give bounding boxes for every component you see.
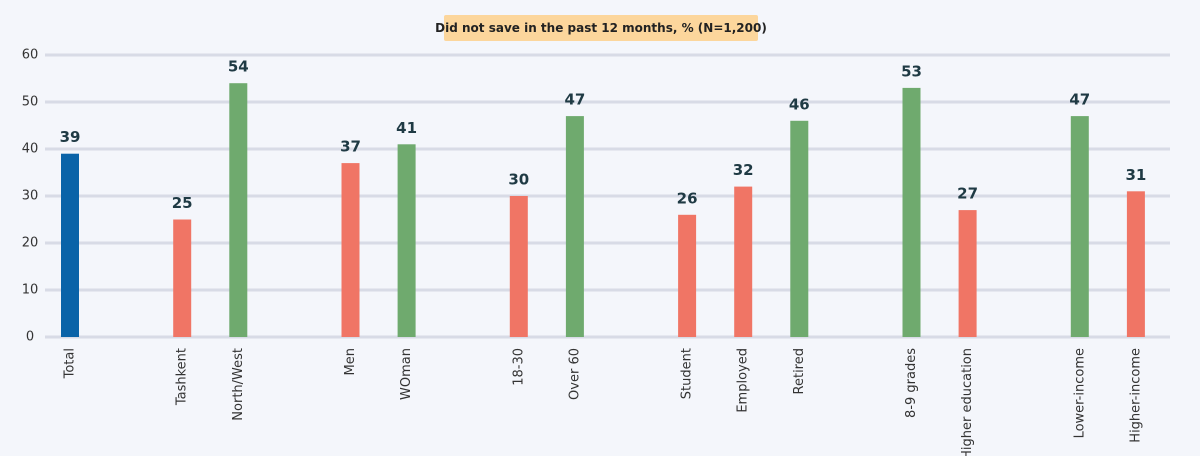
x-tick-label: Total [63, 348, 78, 379]
bar [1070, 116, 1089, 337]
value-label: 47 [1069, 91, 1090, 109]
bar [902, 87, 921, 338]
value-label: 37 [340, 138, 361, 156]
value-label: 54 [228, 58, 249, 76]
x-tick-label: 18-30 [511, 348, 526, 386]
value-label: 53 [901, 62, 922, 80]
value-label: 32 [733, 161, 754, 179]
y-tick-label: 50 [22, 95, 39, 110]
value-label: 25 [172, 194, 193, 212]
chart-title: Did not save in the past 12 months, % (N… [435, 21, 767, 35]
y-tick-label: 30 [22, 189, 39, 204]
value-label: 30 [508, 171, 529, 189]
bar [790, 120, 809, 337]
bar [565, 116, 584, 337]
bar [397, 144, 416, 337]
bar [1126, 191, 1145, 337]
x-tick-label: Lower-income [1072, 348, 1087, 438]
x-tick-label: 8-9 grades [904, 348, 919, 418]
bar [734, 186, 753, 337]
bar [509, 196, 528, 337]
x-tick-label: Tashkent [175, 348, 190, 406]
bar [678, 214, 697, 337]
value-label: 27 [957, 185, 978, 203]
bar [173, 219, 192, 337]
y-tick-label: 60 [22, 48, 39, 63]
bar [958, 210, 977, 337]
bar [341, 163, 360, 337]
x-tick-label: Higher education [960, 348, 975, 456]
value-label: 46 [789, 95, 810, 113]
y-tick-label: 10 [22, 283, 39, 298]
bar [61, 153, 79, 337]
x-tick-label: Student [680, 348, 695, 399]
value-label: 39 [60, 128, 81, 146]
x-tick-label: WOman [399, 348, 414, 400]
bar [229, 83, 248, 337]
y-tick-label: 20 [22, 236, 39, 251]
value-label: 41 [396, 119, 417, 137]
x-tick-label: Higher-income [1128, 348, 1143, 443]
y-tick-label: 0 [26, 330, 34, 345]
value-label: 47 [564, 91, 585, 109]
x-tick-label: Over 60 [567, 348, 582, 400]
x-tick-label: North/West [231, 348, 246, 421]
x-tick-label: Employed [736, 348, 751, 413]
value-label: 31 [1125, 166, 1146, 184]
y-tick-label: 40 [22, 142, 39, 157]
value-label: 26 [677, 189, 698, 207]
title-box [444, 15, 758, 41]
x-tick-label: Men [343, 348, 358, 375]
x-tick-label: Retired [792, 348, 807, 394]
